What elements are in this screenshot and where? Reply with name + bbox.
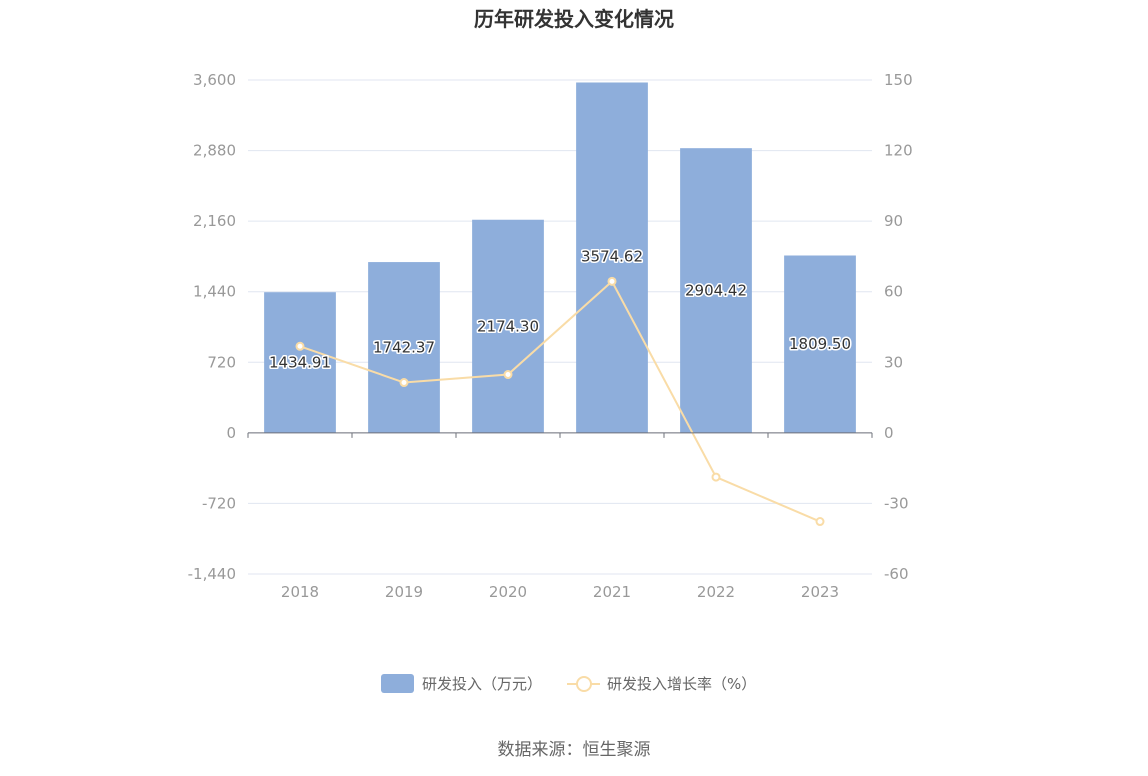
bar-value-label: 1809.50 bbox=[789, 335, 851, 353]
x-tick-label: 2021 bbox=[593, 583, 631, 601]
chart-title: 历年研发投入变化情况 bbox=[474, 7, 674, 31]
line-point bbox=[815, 517, 825, 527]
legend-bar-swatch bbox=[381, 674, 414, 693]
line-point bbox=[711, 472, 721, 482]
line-point bbox=[295, 341, 305, 351]
legend-bar-label: 研发投入（万元） bbox=[422, 675, 542, 693]
x-axis: 2018 2019 2020 2021 2022 2023 bbox=[247, 432, 873, 601]
y-left-tick-label: 2,880 bbox=[193, 142, 236, 160]
legend: 研发投入（万元） 研发投入增长率（%） bbox=[381, 674, 756, 693]
legend-item-line[interactable]: 研发投入增长率（%） bbox=[567, 675, 756, 693]
y-right-tick-label: -60 bbox=[884, 565, 909, 583]
legend-line-label: 研发投入增长率（%） bbox=[607, 675, 756, 693]
line-point bbox=[607, 276, 617, 286]
y-left-tick-label: 1,440 bbox=[193, 283, 236, 301]
bar bbox=[472, 219, 544, 433]
line-series bbox=[295, 276, 825, 527]
bar bbox=[368, 262, 440, 433]
line-point bbox=[399, 378, 409, 388]
y-left-tick-label: -1,440 bbox=[188, 565, 236, 583]
x-tick-label: 2023 bbox=[801, 583, 839, 601]
bar-value-label: 1742.37 bbox=[373, 338, 435, 356]
bar bbox=[680, 148, 752, 433]
bar-series bbox=[264, 82, 856, 433]
y-axis-left: 3,600 2,880 2,160 1,440 720 0 -720 -1,440 bbox=[188, 71, 236, 583]
growth-line bbox=[299, 279, 821, 523]
y-left-tick-label: 2,160 bbox=[193, 212, 236, 230]
y-right-tick-label: 150 bbox=[884, 71, 913, 89]
y-right-tick-label: 0 bbox=[884, 424, 894, 442]
bar-value-label: 2904.42 bbox=[685, 282, 747, 300]
y-right-tick-label: 120 bbox=[884, 142, 913, 160]
line-point bbox=[503, 370, 513, 380]
y-left-tick-label: 3,600 bbox=[193, 71, 236, 89]
y-right-tick-label: 60 bbox=[884, 283, 903, 301]
y-right-tick-label: -30 bbox=[884, 494, 909, 512]
bar bbox=[576, 82, 648, 433]
y-left-tick-label: -720 bbox=[202, 494, 236, 512]
y-right-tick-label: 90 bbox=[884, 212, 903, 230]
y-left-tick-label: 0 bbox=[226, 424, 236, 442]
legend-item-bar[interactable]: 研发投入（万元） bbox=[381, 674, 542, 693]
x-tick-label: 2019 bbox=[385, 583, 423, 601]
bar bbox=[264, 292, 336, 433]
source-note: 数据来源：恒生聚源 bbox=[498, 740, 651, 760]
y-axis-right: 150 120 90 60 30 0 -30 -60 bbox=[884, 71, 913, 583]
y-right-tick-label: 30 bbox=[884, 353, 903, 371]
bar-value-label: 3574.62 bbox=[581, 247, 643, 265]
data-labels: 1434.91 1742.37 2174.30 3574.62 2904.42 1809.… bbox=[267, 246, 852, 373]
legend-line-marker bbox=[576, 676, 592, 692]
y-left-tick-label: 720 bbox=[207, 353, 236, 371]
x-tick-label: 2018 bbox=[281, 583, 319, 601]
bar-value-label: 2174.30 bbox=[477, 317, 539, 335]
x-tick-label: 2020 bbox=[489, 583, 527, 601]
bar bbox=[784, 255, 856, 433]
bar-value-label: 1434.91 bbox=[269, 354, 331, 372]
x-tick-label: 2022 bbox=[697, 583, 735, 601]
